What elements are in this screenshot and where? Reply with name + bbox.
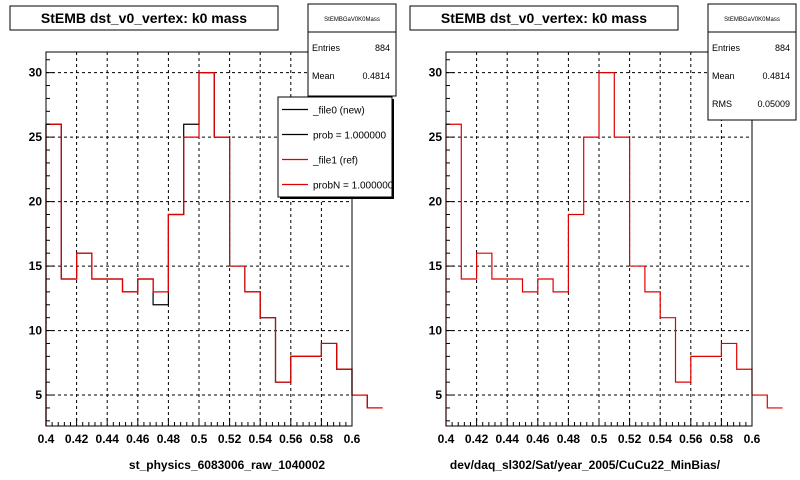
x-tick-label: 0.4 [438, 432, 455, 446]
x-tick-label: 0.56 [279, 432, 303, 446]
stats-value: 884 [775, 43, 790, 53]
stats-value: 0.4814 [362, 71, 390, 81]
y-tick-label: 25 [29, 130, 43, 144]
legend-box [277, 96, 393, 198]
chart-caption: st_physics_6083006_raw_1040002 [129, 458, 325, 472]
y-tick-label: 30 [29, 66, 43, 80]
chart-panel-1: 0.4 0.42 0.44 0.46 0.48 0.5 0.52 0.54 0.56 0.58 0.… [9, 3, 397, 472]
y-tick-label: 25 [429, 130, 443, 144]
x-tick-label: 0.58 [310, 432, 334, 446]
x-tick-label: 0.5 [591, 432, 608, 446]
x-tick-label: 0.48 [557, 432, 581, 446]
x-tick-label: 0.44 [496, 432, 520, 446]
chart-title: StEMB dst_v0_vertex: k0 mass [441, 10, 647, 26]
x-tick-label: 0.6 [744, 432, 761, 446]
title-box [409, 5, 679, 31]
x-tick-label: 0.56 [679, 432, 703, 446]
y-tick-label: 30 [429, 66, 443, 80]
legend-label: _file1 (ref) [312, 156, 358, 167]
stats-label: Mean [312, 71, 335, 81]
x-tick-label: 0.5 [191, 432, 208, 446]
y-tick-label: 10 [29, 324, 43, 338]
title-box [9, 5, 279, 31]
legend: _file0 (new) prob = 1.000000 _file1 (ref) p… [277, 96, 394, 199]
chart-panel-2: 0.4 0.42 0.44 0.46 0.48 0.5 0.52 0.54 0.56 0.58 0.… [409, 3, 797, 472]
x-tick-label: 0.58 [710, 432, 734, 446]
chart-title: StEMB dst_v0_vertex: k0 mass [41, 10, 247, 26]
y-tick-label: 15 [429, 259, 443, 273]
legend-label: prob = 1.000000 [313, 131, 387, 142]
stats-box [307, 3, 397, 97]
x-tick-label: 0.52 [218, 432, 242, 446]
stats-label: Entries [712, 43, 741, 53]
histogram-series-2 [45, 72, 383, 426]
x-tick-label: 0.42 [65, 432, 89, 446]
x-tick-label: 0.42 [465, 432, 489, 446]
x-tick-label: 0.54 [649, 432, 673, 446]
x-tick-label: 0.54 [249, 432, 273, 446]
histogram-series-1 [445, 72, 783, 426]
x-tick-label: 0.48 [157, 432, 181, 446]
stats-box [707, 3, 797, 121]
stats-value: 884 [375, 43, 390, 53]
y-tick-label: 15 [29, 259, 43, 273]
stats-header: StEMBGaV0K0Mass [324, 17, 380, 23]
x-tick-label: 0.46 [126, 432, 150, 446]
y-tick-label: 5 [35, 388, 42, 402]
x-tick-label: 0.52 [618, 432, 642, 446]
stats-label: Mean [712, 71, 735, 81]
legend-label: _file0 (new) [312, 106, 365, 117]
y-tick-label: 5 [435, 388, 442, 402]
y-tick-label: 20 [29, 195, 43, 209]
stats-value: 0.4814 [762, 71, 790, 81]
stats-header: StEMBGaV0K0Mass [724, 17, 780, 23]
stats-label: RMS [712, 99, 732, 109]
stats-value: 0.05009 [757, 99, 790, 109]
x-tick-label: 0.46 [526, 432, 550, 446]
chart-caption: dev/daq_sl302/Sat/year_2005/CuCu22_MinBi… [450, 458, 721, 472]
y-tick-label: 10 [429, 324, 443, 338]
x-tick-label: 0.4 [38, 432, 55, 446]
legend-label: probN = 1.000000 [313, 181, 394, 192]
x-tick-label: 0.6 [344, 432, 361, 446]
y-tick-label: 20 [429, 195, 443, 209]
stats-label: Entries [312, 43, 341, 53]
x-tick-label: 0.44 [96, 432, 120, 446]
